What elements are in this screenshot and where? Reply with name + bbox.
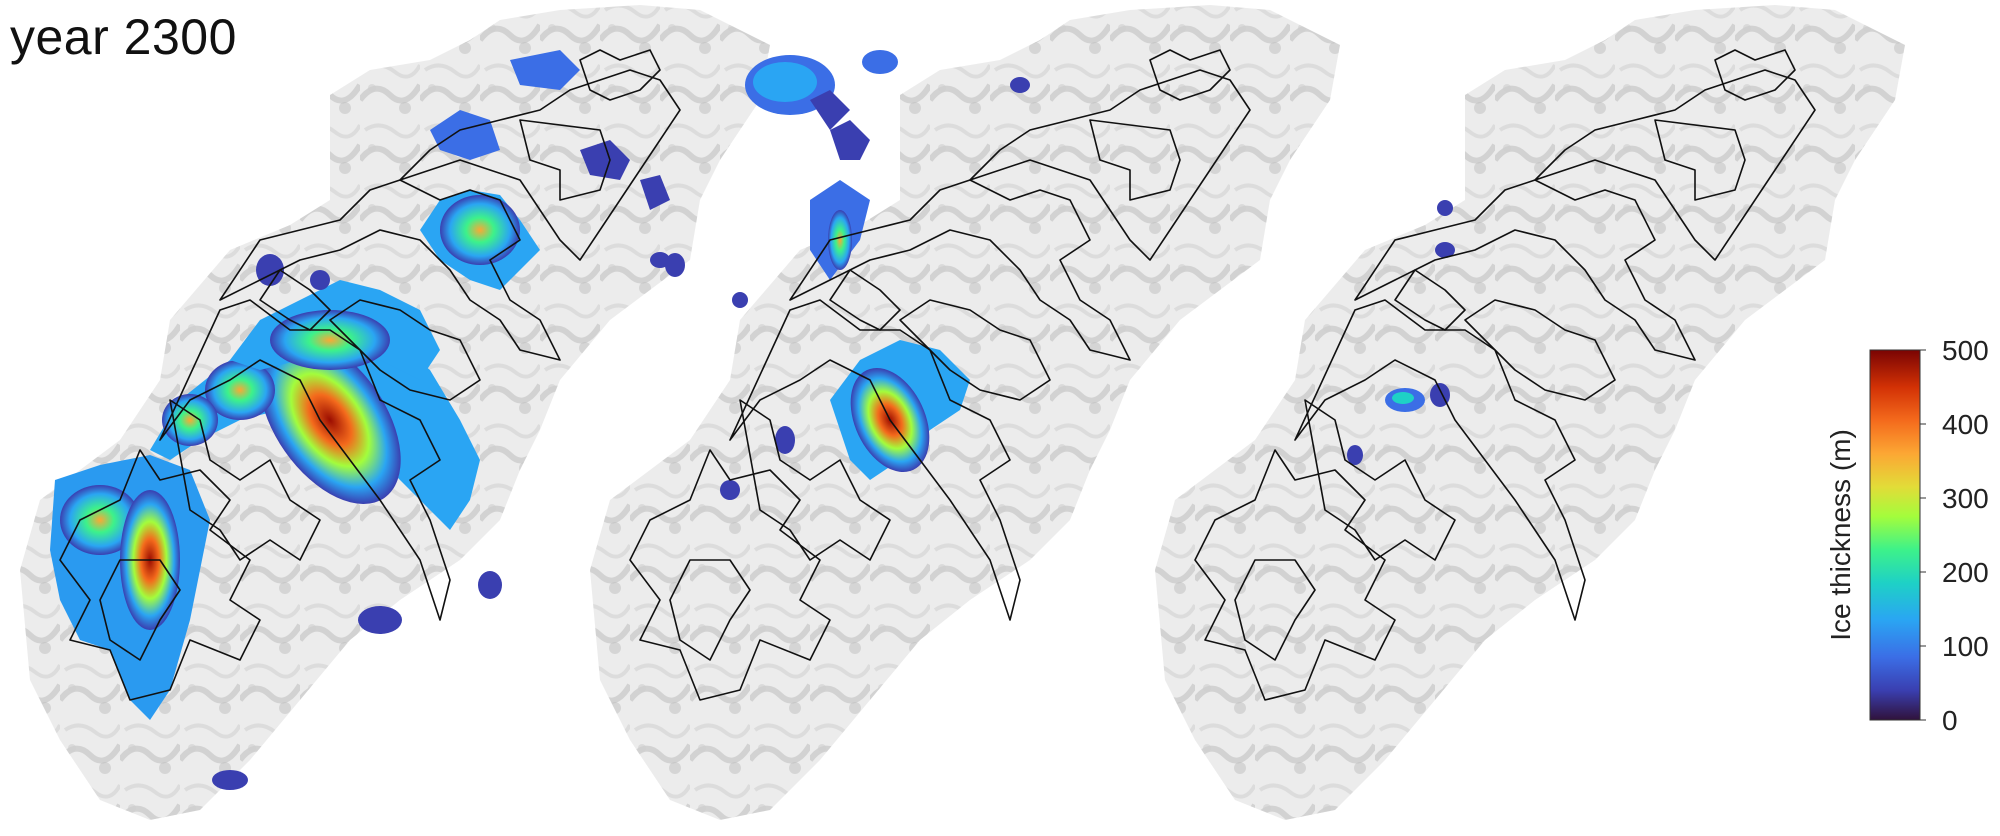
colorbar: 500 400 300 200 100 0 Ice thickness (m) [1825,335,1989,736]
map-panel-2 [590,5,1340,820]
colorbar-tick-label: 400 [1942,409,1989,440]
colorbar-title: Ice thickness (m) [1825,429,1856,641]
ice-cover-panel-2 [665,50,1030,500]
colorbar-tick-label: 300 [1942,483,1989,514]
colorbar-tick-label: 500 [1942,335,1989,366]
figure-title: year 2300 [10,9,237,65]
colorbar-tick-label: 0 [1942,705,1958,736]
ice-cover-panel-3 [1347,200,1455,465]
colorbar-tick-label: 100 [1942,631,1989,662]
colorbar-tick-label: 200 [1942,557,1989,588]
map-panel-3 [1155,5,1905,820]
